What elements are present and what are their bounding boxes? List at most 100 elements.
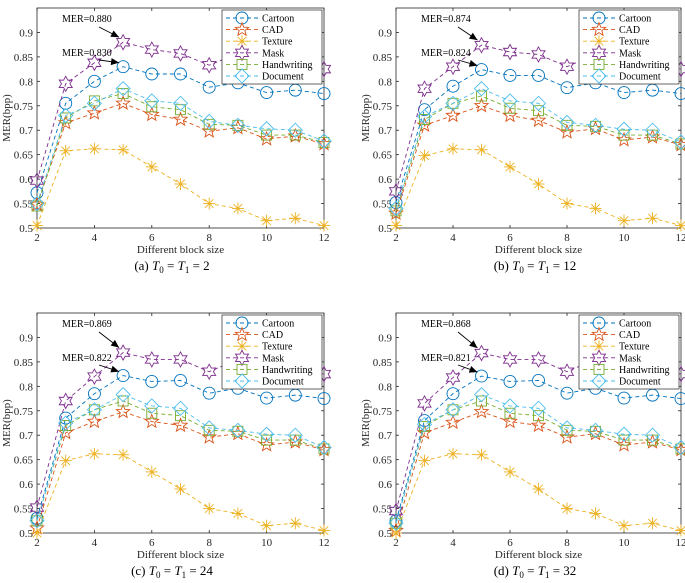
asterisk-stroke [61,146,71,156]
data-point [146,101,158,113]
data-point [476,90,487,102]
y-tick-label: 0.5 [19,528,33,540]
y-tick-label: 0.9 [378,27,392,39]
x-axis-label: Different block size [495,549,582,561]
asterisk-stroke [505,162,515,172]
data-point [117,448,130,461]
asterisk-stroke [319,220,329,231]
x-tick-label: 6 [507,232,513,244]
legend-label: Mask [619,353,641,364]
data-point [88,447,101,460]
data-point [174,483,187,495]
arrow-head-icon [110,365,120,373]
data-point [58,392,74,410]
data-point [388,200,404,217]
series-texture [390,142,685,232]
asterisk-stroke [594,341,604,351]
caption-sub: 1 [185,265,190,275]
data-point [117,395,129,407]
series-line [36,375,325,519]
asterisk-stroke [476,450,487,460]
series-cartoon [30,369,331,525]
legend-marker [591,326,607,342]
y-tick-label: 0.7 [378,125,392,137]
data-point [144,41,160,59]
legend-label: Cartoon [262,14,294,25]
x-axis-label: Different block size [137,549,224,561]
data-point [560,81,574,95]
data-point [445,402,461,418]
y-tick-label: 0.7 [19,125,33,137]
data-point [616,426,632,442]
data-point [416,416,433,433]
series-document [29,387,332,529]
data-point [675,524,685,537]
asterisk-stroke [237,36,247,46]
asterisk-stroke [32,528,42,538]
legend-label: Texture [619,342,650,353]
legend-item-cartoon: Cartoon [226,11,294,25]
caption-equals: = [524,258,538,273]
legend-label: Cartoon [262,319,294,330]
data-point [117,143,130,156]
y-tick-label: 0.6 [378,479,392,491]
asterisk-stroke [290,518,300,528]
legend-item-texture: Texture [583,340,650,353]
y-axis-label: MER(bpp) [360,399,372,447]
asterisk-stroke [147,467,157,477]
data-point [260,391,274,405]
asterisk-stroke [290,213,300,223]
data-point [560,386,574,400]
legend-item-mask: Mask [583,349,641,367]
legend-marker [234,44,250,62]
data-point [31,527,43,539]
data-point [502,398,518,414]
arrow-head-icon [110,30,120,38]
data-point [447,404,459,416]
data-point [502,43,518,61]
data-point [174,67,187,81]
data-point [644,427,661,443]
asterisk-stroke [619,216,629,226]
annotation-label: MER=0.874 [421,14,471,25]
legend-marker [234,373,250,389]
data-point [390,517,402,529]
data-point [116,369,130,383]
data-point [388,515,404,531]
data-point [87,54,102,72]
data-point [172,400,189,416]
legend-marker [591,21,607,37]
data-point [559,58,575,76]
x-tick-label: 12 [319,232,330,244]
data-point [258,121,275,137]
data-point [86,104,103,120]
data-point [674,392,685,406]
legend-label: Document [262,377,304,388]
x-tick-label: 6 [149,537,155,549]
data-point [86,413,103,429]
legend-label: Document [619,377,661,388]
annotation-label: MER=0.868 [421,319,471,330]
y-tick-label: 0.5 [378,223,392,235]
legend-marker [591,44,607,62]
data-point [30,186,44,200]
x-tick-label: 10 [619,537,631,549]
data-point [673,134,685,150]
data-point [201,363,217,381]
asterisk-stroke [590,508,601,519]
legend-marker [591,373,607,389]
asterisk-stroke [419,151,430,161]
arrow-head-icon [469,340,478,349]
data-point [532,483,545,495]
data-point [390,219,402,232]
data-point [504,102,516,114]
data-point [475,143,488,156]
y-tick-label: 0.65 [373,455,393,467]
series-line [395,375,682,521]
asterisk-stroke [175,484,186,494]
legend-item-cartoon: Cartoon [226,316,294,330]
caption-var: T [512,563,520,578]
data-point [532,178,545,190]
asterisk-stroke [476,145,487,155]
